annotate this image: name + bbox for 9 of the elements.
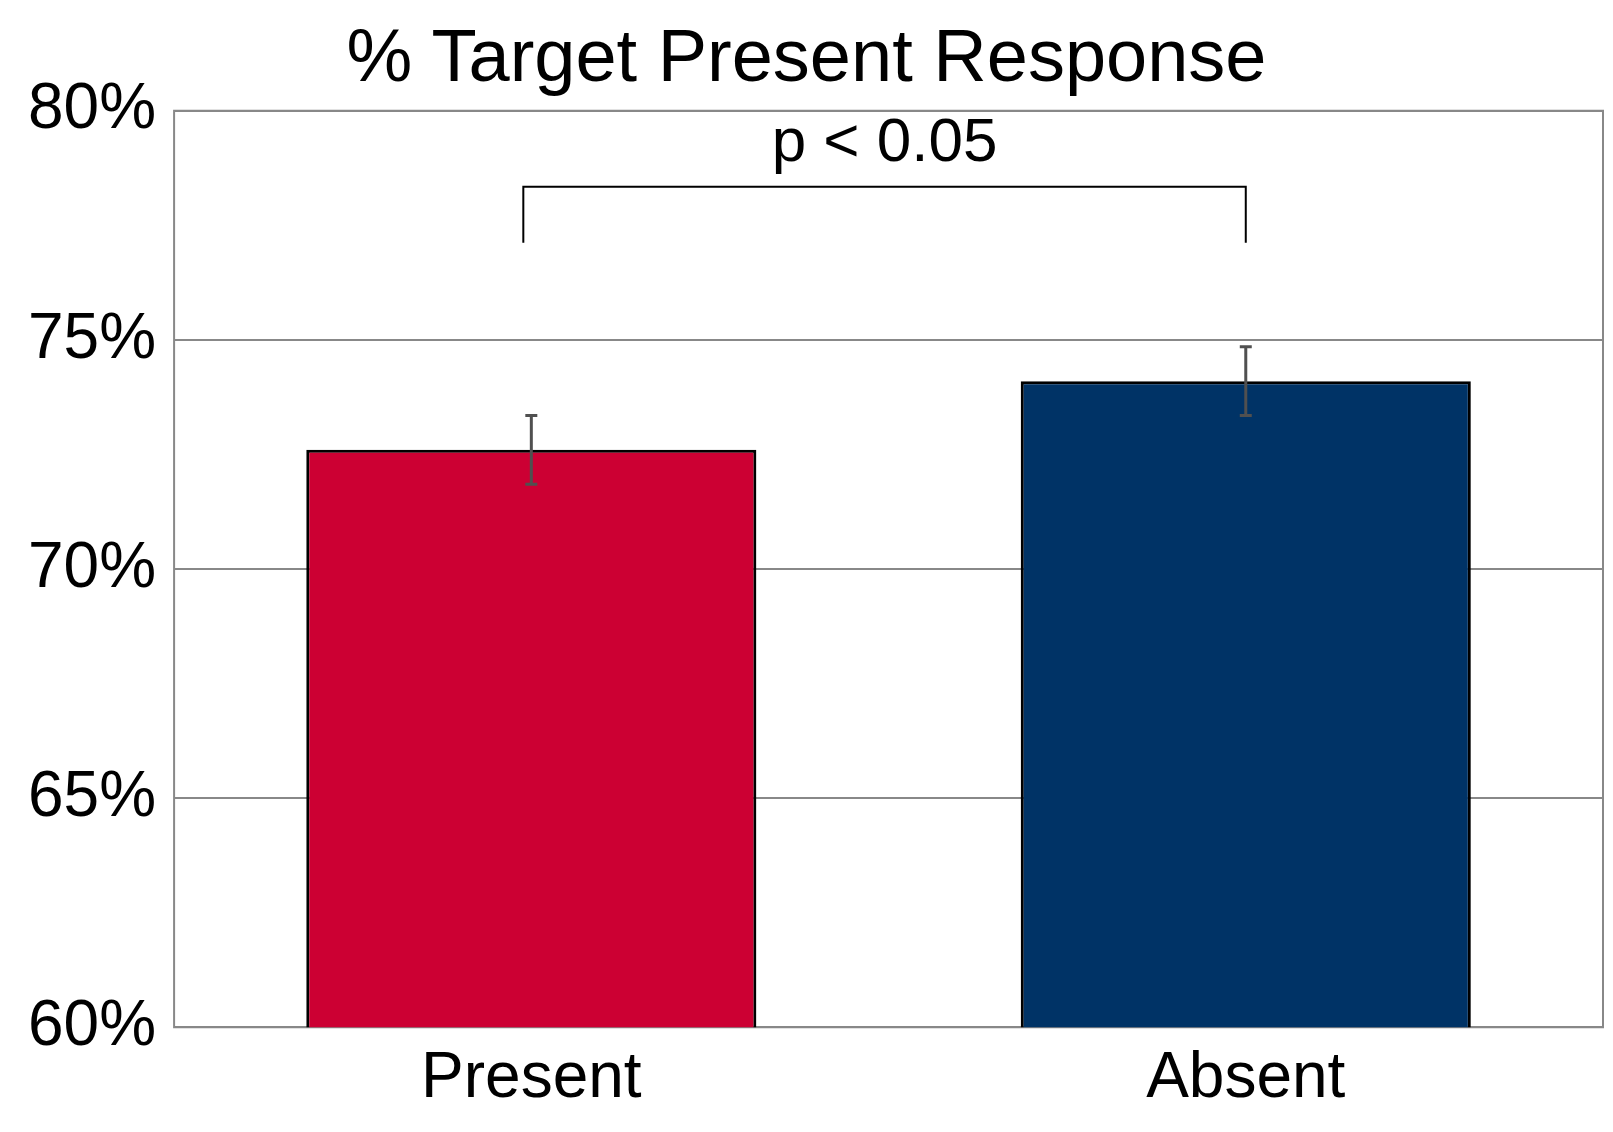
y-tick-label: 80%: [28, 70, 157, 143]
y-tick-label: 70%: [28, 528, 157, 601]
x-tick-label: Present: [421, 1039, 642, 1112]
y-tick-label: 75%: [28, 299, 157, 372]
y-tick-label: 65%: [28, 757, 157, 830]
y-tick-label: 60%: [28, 986, 157, 1059]
annotation: p < 0.05: [771, 104, 998, 174]
chart-title: % Target Present Response: [346, 13, 1267, 97]
x-tick-label: Absent: [1146, 1039, 1346, 1112]
